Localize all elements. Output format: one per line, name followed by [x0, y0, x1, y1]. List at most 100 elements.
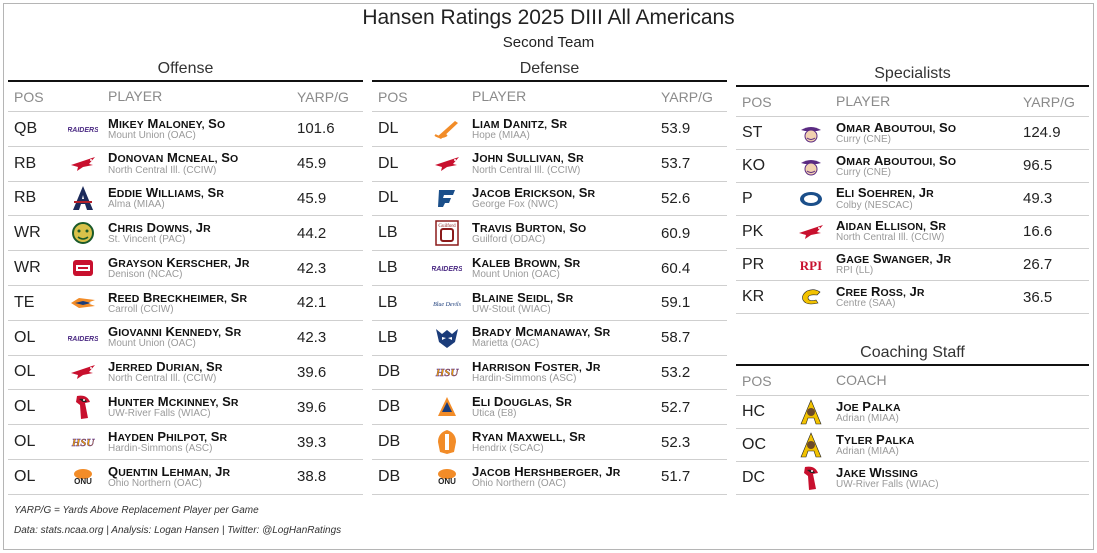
offense-header-row: POS PLAYER YARP/G	[8, 82, 363, 112]
school-conference: Adrian (MIAA)	[836, 445, 899, 457]
table-row: DB ONU JACOB HERSHBERGER, JR Ohio Northern …	[372, 460, 727, 495]
svg-text:RAIDERS: RAIDERS	[68, 127, 98, 134]
player-cell: RYAN MAXWELL, SR Hendrix (SCAC)	[472, 429, 661, 455]
hsu-logo-icon: HSU	[58, 435, 108, 449]
position-cell: DL	[378, 154, 399, 172]
player-cell: OMAR ABOUTOUI, SO Curry (CNE)	[836, 120, 1023, 146]
footnote-credits: Data: stats.ncaa.org | Analysis: Logan H…	[14, 525, 342, 536]
yarpg-value: 53.9	[661, 120, 691, 138]
cardinal-logo-icon	[58, 363, 108, 381]
table-row: KO OMAR ABOUTOUI, SO Curry (CNE) 96.5	[736, 150, 1089, 183]
player-cell: MIKEY MALONEY, SO Mount Union (OAC)	[108, 116, 297, 142]
yarpg-value: 60.9	[661, 224, 691, 242]
utica-logo-icon	[422, 394, 472, 420]
player-name: JOHN SULLIVAN, SR	[472, 150, 584, 166]
col-pos-header: POS	[742, 372, 772, 389]
player-name: HARRISON FOSTER, JR	[472, 359, 601, 375]
table-row: DB ELI DOUGLAS, SR Utica (E8) 52.7	[372, 390, 727, 426]
defense-title: Defense	[372, 58, 727, 82]
position-cell: DL	[378, 189, 399, 207]
player-cell: ELI SOEHREN, JR Colby (NESCAC)	[836, 186, 1023, 211]
yarpg-value: 45.9	[297, 155, 327, 173]
falcon-logo-icon	[786, 464, 836, 492]
school-conference: Colby (NESCAC)	[836, 199, 913, 211]
school-conference: Mount Union (OAC)	[108, 338, 196, 350]
player-name: QUENTIN LEHMAN, JR	[108, 463, 231, 479]
table-row: DL JOHN SULLIVAN, SR North Central Ill. (C…	[372, 147, 727, 182]
position-cell: OL	[14, 398, 36, 416]
player-cell: JOE PALKA Adrian (MIAA)	[836, 398, 1089, 425]
stout-logo-icon: Blue Devils	[422, 294, 472, 312]
footnote-yarpg: YARP/G = Yards Above Replacement Player …	[14, 505, 259, 516]
player-cell: HAYDEN PHILPOT, SR Hardin-Simmons (ASC)	[108, 428, 297, 455]
table-row: PK AIDAN ELLISON, SR North Central Ill. (C…	[736, 216, 1089, 249]
table-row: LB Blue Devils BLAINE SEIDL, SR UW-Stout (W…	[372, 286, 727, 321]
warrior-logo-icon	[422, 428, 472, 456]
raiders-logo-icon: RAIDERS	[58, 122, 108, 136]
school-conference: Denison (NCAC)	[108, 268, 183, 280]
table-row: QB RAIDERS MIKEY MALONEY, SO Mount Union (O…	[8, 112, 363, 147]
player-name: KALEB BROWN, SR	[472, 254, 581, 270]
player-name: JAKE WISSING	[836, 464, 918, 480]
table-row: LB Guilford TRAVIS BURTON, SO Guilford (ODA…	[372, 216, 727, 252]
pioneer-mask-logo-icon	[422, 326, 472, 350]
school-conference: Ohio Northern (OAC)	[472, 477, 566, 489]
player-name: BLAINE SEIDL, SR	[472, 289, 574, 305]
falcon-logo-icon	[58, 393, 108, 421]
table-row: RB EDDIE WILLIAMS, SR Alma (MIAA) 45.9	[8, 182, 363, 217]
position-cell: OL	[14, 363, 36, 381]
school-conference: Ohio Northern (OAC)	[108, 477, 202, 489]
player-name: HAYDEN PHILPOT, SR	[108, 428, 228, 444]
yarpg-value: 49.3	[1023, 190, 1053, 208]
col-pos-header: POS	[378, 88, 408, 105]
svg-text:HSU: HSU	[435, 367, 460, 379]
yarpg-value: 96.5	[1023, 157, 1053, 175]
player-cell: ELI DOUGLAS, SR Utica (E8)	[472, 395, 661, 420]
school-conference: Utica (E8)	[472, 408, 517, 420]
school-conference: Hardin-Simmons (ASC)	[108, 442, 213, 454]
school-conference: UW-Stout (WIAC)	[472, 303, 551, 315]
table-row: WR GRAYSON KERSCHER, JR Denison (NCAC) 42.3	[8, 251, 363, 286]
table-row: DL JACOB ERICKSON, SR George Fox (NWC) 52.6	[372, 182, 727, 217]
svg-text:HSU: HSU	[71, 437, 96, 449]
table-row: WR CHRIS DOWNS, JR St. Vincent (PAC) 44.2	[8, 216, 363, 252]
raiders-logo-icon: RAIDERS	[58, 331, 108, 345]
player-cell: DONOVAN MCNEAL, SO North Central Ill. (CC…	[108, 151, 297, 176]
yarpg-value: 42.3	[297, 329, 327, 347]
player-name: JOE PALKA	[836, 398, 901, 414]
yarpg-value: 124.9	[1023, 124, 1061, 142]
table-row: KR CREE ROSS, JR Centre (SAA) 36.5	[736, 281, 1089, 315]
player-name: CREE ROSS, JR	[836, 284, 925, 300]
yarpg-value: 39.6	[297, 363, 327, 381]
bulldog-logo-icon	[786, 398, 836, 426]
yarpg-value: 36.5	[1023, 288, 1053, 306]
cardinal-logo-icon	[58, 155, 108, 173]
position-cell: HC	[742, 403, 766, 420]
position-cell: RB	[14, 154, 37, 172]
school-conference: UW-River Falls (WIAC)	[108, 408, 211, 420]
table-row: OL RAIDERS GIOVANNI KENNEDY, SR Mount Union…	[8, 321, 363, 356]
player-name: AIDAN ELLISON, SR	[836, 218, 947, 234]
yarpg-value: 52.7	[661, 398, 691, 416]
position-cell: DB	[378, 398, 401, 416]
specialists-table: Specialists POS PLAYER YARP/G ST OMAR ABO…	[736, 63, 1089, 315]
yarpg-value: 101.6	[297, 120, 335, 138]
table-row: TE REED BRECKHEIMER, SR Carroll (CCIW) 42.1	[8, 286, 363, 321]
player-cell: JACOB ERICKSON, SR George Fox (NWC)	[472, 186, 661, 211]
position-cell: PR	[742, 255, 765, 273]
school-conference: Marietta (OAC)	[472, 338, 540, 350]
table-row: DL LIAM DANITZ, SR Hope (MIAA) 53.9	[372, 112, 727, 147]
svg-text:ONU: ONU	[74, 477, 92, 486]
gf-logo-icon	[422, 186, 472, 210]
player-cell: TYLER PALKA Adrian (MIAA)	[836, 432, 1089, 458]
player-name: DONOVAN MCNEAL, SO	[108, 150, 239, 166]
player-name: EDDIE WILLIAMS, SR	[108, 185, 224, 201]
player-name: JACOB HERSHBERGER, JR	[472, 463, 621, 479]
svg-text:Guilford: Guilford	[438, 224, 456, 229]
school-conference: Centre (SAA)	[836, 298, 896, 310]
figure-frame	[3, 3, 1094, 550]
player-cell: HUNTER MCKINNEY, SR UW-River Falls (WIAC)	[108, 395, 297, 420]
cardinal-logo-icon	[422, 155, 472, 173]
school-conference: Carroll (CCIW)	[108, 303, 174, 315]
position-cell: WR	[14, 224, 41, 242]
